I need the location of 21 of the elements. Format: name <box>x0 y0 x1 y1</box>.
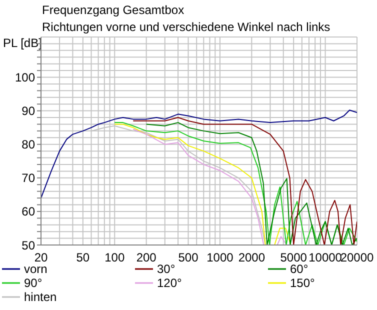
legend-label: 150° <box>290 276 315 290</box>
x-tick-label: 50 <box>76 250 90 265</box>
y-tick-label: 80 <box>22 138 36 152</box>
x-tick-label: 100 <box>104 250 125 265</box>
x-tick-label: 1000 <box>206 250 234 265</box>
x-tick-label: 20000 <box>340 250 374 265</box>
y-tick-label: 100 <box>14 70 36 85</box>
y-tick-label: 50 <box>22 238 36 252</box>
legend-label: 90° <box>24 276 42 290</box>
x-tick-label: 2000 <box>238 250 266 265</box>
legend-label: 120° <box>157 276 182 290</box>
x-tick-label: 10000 <box>308 250 342 265</box>
legend-label: 30° <box>157 262 176 276</box>
legend-label: hinten <box>24 290 57 304</box>
x-tick-label: 200 <box>136 250 157 265</box>
chart-subtitle: Richtungen vorne und verschiedene Winkel nach links <box>42 20 330 34</box>
chart-title: Frequenzgang Gesamtbox <box>42 3 184 17</box>
y-tick-label: 60 <box>22 204 36 219</box>
x-tick-label: 500 <box>178 250 199 265</box>
y-tick-label: 70 <box>22 171 36 186</box>
y-tick-label: 90 <box>22 104 36 118</box>
